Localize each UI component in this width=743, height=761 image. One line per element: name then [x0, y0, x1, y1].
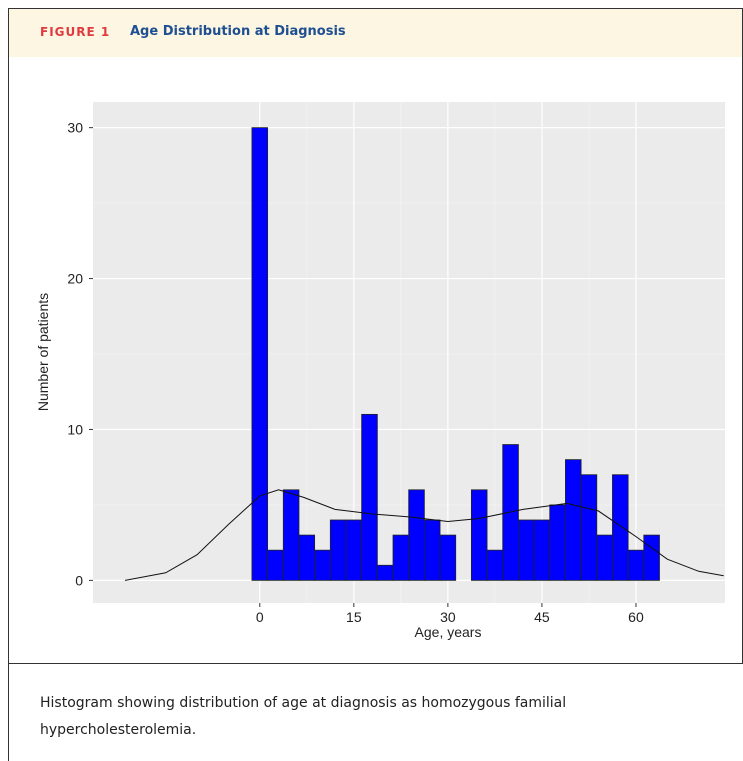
- bar: [267, 549, 284, 581]
- x-axis-title: Age, years: [415, 624, 482, 640]
- bar: [580, 474, 598, 581]
- bar: [612, 474, 629, 581]
- bar: [423, 519, 441, 581]
- bar: [486, 549, 504, 581]
- bar: [392, 534, 410, 581]
- bar: [345, 519, 363, 581]
- bar: [643, 534, 660, 581]
- bar: [565, 459, 582, 581]
- bar: [533, 519, 551, 581]
- y-tick-label: 10: [67, 421, 83, 437]
- x-tick-label: 30: [440, 609, 456, 625]
- bar: [439, 534, 457, 581]
- caption: Histogram showing distribution of age at…: [40, 695, 567, 738]
- header-band: FIGURE 1 Age Distribution at Diagnosis: [9, 9, 743, 57]
- x-tick-label: 15: [346, 609, 362, 625]
- y-axis-title: Number of patients: [35, 293, 51, 411]
- bar: [361, 413, 378, 581]
- y-tick-label: 0: [75, 572, 83, 588]
- bar: [408, 489, 425, 581]
- bar: [376, 564, 394, 581]
- y-tick-label: 30: [67, 120, 83, 136]
- bar: [251, 127, 269, 581]
- bar: [314, 549, 331, 581]
- x-tick-label: 0: [256, 609, 264, 625]
- y-tick-label: 20: [67, 271, 83, 287]
- bar: [596, 534, 613, 581]
- bar: [282, 489, 300, 581]
- chart-title: Age Distribution at Diagnosis: [130, 24, 346, 39]
- bar: [518, 519, 535, 581]
- bar: [549, 504, 566, 581]
- bar: [298, 534, 316, 581]
- x-tick-label: 60: [628, 609, 644, 625]
- figure-label: FIGURE 1: [40, 25, 111, 39]
- bar: [627, 549, 645, 581]
- density-curve: [124, 489, 724, 581]
- bar: [329, 519, 347, 581]
- bar: [470, 489, 488, 581]
- x-tick-label: 45: [534, 609, 550, 625]
